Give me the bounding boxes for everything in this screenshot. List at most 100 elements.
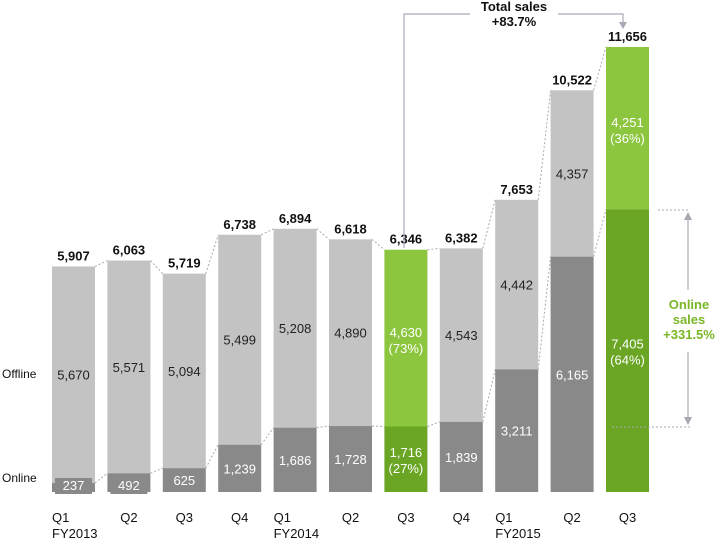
online-label-7: 1,839 xyxy=(445,450,478,465)
online-sales-annotation: Online sales +331.5% xyxy=(612,209,715,428)
offline-label-4: 5,208 xyxy=(279,321,312,336)
online-connector-0 xyxy=(94,472,108,484)
total-label-1: 6,063 xyxy=(113,243,146,258)
x-tick-label-0-1: FY2013 xyxy=(52,526,98,540)
offline-label-6: 4,630 xyxy=(390,325,423,340)
bar-offline-8 xyxy=(495,199,539,370)
x-tick-label-9-0: Q2 xyxy=(563,510,580,525)
row-label-offline: Offline xyxy=(2,367,37,381)
total-label-6: 6,346 xyxy=(390,232,423,247)
x-tick-label-4-1: FY2014 xyxy=(274,526,320,540)
bars xyxy=(52,47,649,492)
total-sales-title: Total sales xyxy=(481,0,547,14)
total-connector-8 xyxy=(537,90,552,200)
offline-label-3: 5,499 xyxy=(223,333,256,348)
total-sales-annotation: Total sales +83.7% xyxy=(403,0,627,248)
online-label-9: 6,165 xyxy=(556,367,589,382)
total-connector-0 xyxy=(94,260,108,267)
total-connector-4 xyxy=(316,228,330,240)
row-label-online: Online xyxy=(2,471,37,485)
bar-online-4 xyxy=(273,427,317,492)
online-connector-1 xyxy=(150,467,163,474)
online-share-6: (27%) xyxy=(389,461,424,476)
bar-offline-0 xyxy=(52,266,95,483)
total-label-0: 5,907 xyxy=(57,248,90,263)
total-connector-3 xyxy=(260,228,274,236)
x-tick-label-1-0: Q2 xyxy=(120,510,137,525)
total-connector-9 xyxy=(593,46,607,91)
bar-offline-7 xyxy=(439,248,483,422)
online-label-6: 1,716 xyxy=(390,445,423,460)
offline-label-9: 4,357 xyxy=(556,166,589,181)
online-bracket-arrow-up xyxy=(684,212,692,220)
x-tick-label-7-0: Q4 xyxy=(453,510,470,525)
bar-online-8 xyxy=(495,369,539,492)
x-tick-label-5-0: Q2 xyxy=(342,510,359,525)
online-sales-label-1: Online xyxy=(669,297,709,312)
bar-online-3 xyxy=(218,444,262,492)
bar-online-6 xyxy=(384,426,428,492)
total-connector-6 xyxy=(427,247,440,251)
x-tick-label-4-0: Q1 xyxy=(274,510,291,525)
online-bracket-arrow-down xyxy=(684,417,692,425)
online-label-2: 625 xyxy=(173,473,195,488)
offline-label-2: 5,094 xyxy=(168,364,201,379)
total-sales-growth: +83.7% xyxy=(492,14,537,29)
online-label-0: 237 xyxy=(63,478,85,493)
online-connector-4 xyxy=(316,425,330,429)
online-sales-label-3: +331.5% xyxy=(663,327,715,342)
x-tick-label-10-0: Q3 xyxy=(619,510,636,525)
offline-share-10: (36%) xyxy=(610,131,645,146)
offline-label-8: 4,442 xyxy=(500,278,533,293)
total-connector-5 xyxy=(371,238,385,251)
total-label-4: 6,894 xyxy=(279,211,312,226)
total-label-2: 5,719 xyxy=(168,256,201,271)
bar-offline-6 xyxy=(384,249,428,427)
online-label-1: 492 xyxy=(118,478,140,493)
online-label-4: 1,686 xyxy=(279,453,312,468)
online-label-8: 3,211 xyxy=(501,424,533,439)
x-tick-label-8-1: FY2015 xyxy=(495,526,541,540)
total-label-8: 7,653 xyxy=(500,182,533,197)
connector-lines xyxy=(94,46,607,484)
total-label-10: 11,656 xyxy=(608,29,647,44)
online-label-bg-1 xyxy=(110,478,148,494)
total-label-7: 6,382 xyxy=(445,230,478,245)
bar-offline-1 xyxy=(107,260,151,474)
online-connector-9 xyxy=(593,209,607,257)
online-connector-2 xyxy=(205,444,219,469)
total-connector-2 xyxy=(205,234,219,274)
online-label-5: 1,728 xyxy=(334,452,367,467)
online-label-10: 7,405 xyxy=(611,337,644,352)
total-label-5: 6,618 xyxy=(334,221,367,236)
bar-online-9 xyxy=(550,256,594,492)
total-label-9: 10,522 xyxy=(552,72,592,87)
bar-online-7 xyxy=(439,421,483,492)
bar-labels: 5,907 5,670 237 6,063 5,571 492 5,719 5,094 625 6… xyxy=(55,29,647,494)
online-label-3: 1,239 xyxy=(223,461,256,476)
x-tick-label-8-0: Q1 xyxy=(495,510,512,525)
offline-label-7: 4,543 xyxy=(445,328,478,343)
bar-offline-10 xyxy=(606,47,649,210)
total-label-3: 6,738 xyxy=(223,217,256,232)
online-label-bg-0 xyxy=(55,478,92,494)
offline-label-0: 5,670 xyxy=(57,368,90,383)
bar-online-10 xyxy=(606,209,649,492)
x-tick-label-0-0: Q1 xyxy=(52,510,69,525)
offline-label-10: 4,251 xyxy=(611,115,644,130)
bar-online-2 xyxy=(162,468,206,492)
offline-label-5: 4,890 xyxy=(334,326,367,341)
x-tick-label-3-0: Q4 xyxy=(231,510,248,525)
bar-offline-9 xyxy=(550,90,594,257)
total-sales-label-bg xyxy=(470,0,558,32)
online-connector-3 xyxy=(260,427,275,445)
online-connector-8 xyxy=(537,256,552,370)
bar-offline-3 xyxy=(218,234,262,445)
bar-offline-2 xyxy=(162,273,206,469)
bar-online-5 xyxy=(329,426,372,492)
x-tick-label-6-0: Q3 xyxy=(397,510,414,525)
online-sales-label-2: sales xyxy=(673,312,706,327)
offline-label-1: 5,571 xyxy=(113,360,146,375)
